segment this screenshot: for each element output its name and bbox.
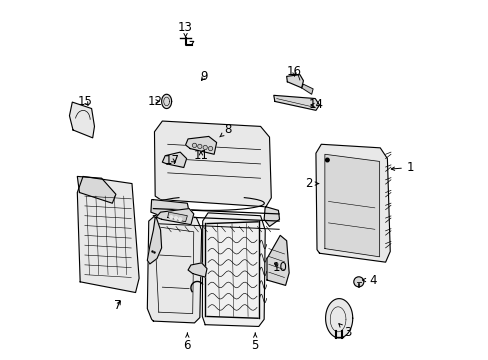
Polygon shape [324,154,379,257]
Text: 7: 7 [114,299,121,312]
Text: 14: 14 [308,99,323,112]
Circle shape [208,147,212,151]
Polygon shape [162,152,186,167]
Circle shape [179,218,181,221]
Text: 2: 2 [305,177,318,190]
Polygon shape [156,208,193,225]
Polygon shape [167,212,187,222]
Polygon shape [162,94,171,109]
Polygon shape [273,95,319,111]
Circle shape [325,158,328,162]
Polygon shape [147,214,201,323]
Polygon shape [188,263,206,277]
Polygon shape [266,235,288,285]
Text: 4: 4 [362,274,376,287]
Text: 15: 15 [78,95,93,108]
Circle shape [169,216,172,219]
Circle shape [174,217,177,220]
Text: 3: 3 [338,324,351,339]
Text: 1: 1 [390,161,413,174]
Text: 8: 8 [219,123,232,137]
Circle shape [192,143,196,148]
Text: 6: 6 [183,333,191,351]
Polygon shape [202,213,264,327]
Polygon shape [315,144,389,262]
Polygon shape [69,102,94,138]
Polygon shape [185,136,216,154]
Circle shape [197,144,202,149]
Polygon shape [77,176,116,203]
Circle shape [353,277,363,287]
Text: 13: 13 [178,21,193,37]
Polygon shape [77,176,139,293]
Polygon shape [301,84,312,94]
Polygon shape [154,121,271,207]
Polygon shape [151,200,189,219]
Polygon shape [264,207,279,226]
Polygon shape [147,217,162,264]
Text: 17: 17 [164,154,180,167]
Circle shape [203,145,207,150]
Text: 5: 5 [251,333,258,351]
Text: 12: 12 [147,95,163,108]
Polygon shape [325,298,352,338]
Text: 11: 11 [193,149,208,162]
Text: 9: 9 [201,70,208,83]
Text: 10: 10 [272,261,287,274]
Text: 16: 16 [286,64,302,77]
Polygon shape [286,75,303,88]
